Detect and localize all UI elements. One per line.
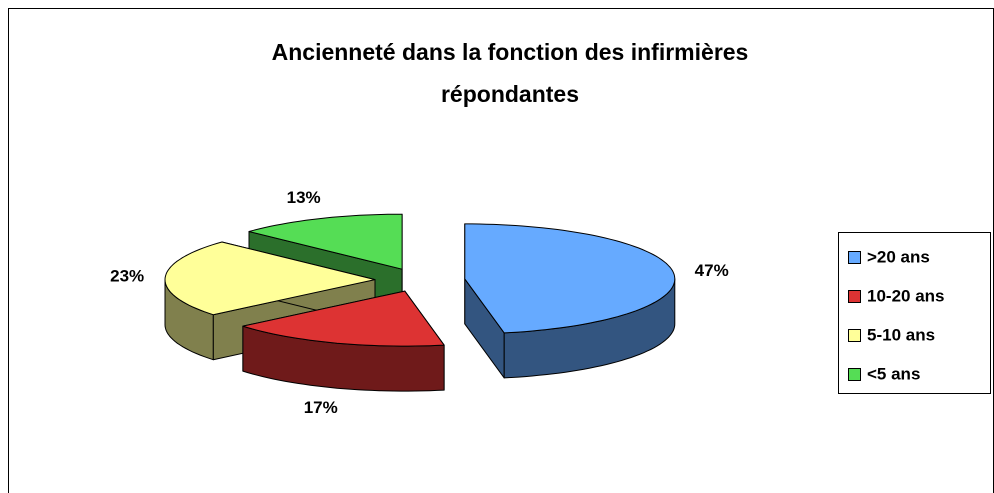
legend-label: <5 ans — [867, 364, 920, 383]
legend-label: 10-20 ans — [867, 286, 945, 305]
legend-swatch — [848, 329, 861, 342]
legend-swatch — [848, 290, 861, 303]
legend-swatch — [848, 251, 861, 264]
legend-label: >20 ans — [867, 247, 930, 266]
data-label: 17% — [304, 398, 338, 417]
data-label: 23% — [110, 267, 144, 286]
legend-swatch — [848, 368, 861, 381]
data-label: 47% — [695, 261, 729, 280]
chart-title: Ancienneté dans la fonction des infirmiè… — [272, 39, 749, 65]
slice — [248, 213, 403, 270]
slice — [242, 290, 445, 347]
legend-label: 5-10 ans — [867, 325, 935, 344]
legend-box — [838, 232, 991, 394]
slice — [164, 241, 376, 316]
slice — [464, 223, 676, 334]
data-label: 13% — [287, 188, 321, 207]
chart-title: répondantes — [441, 81, 579, 107]
